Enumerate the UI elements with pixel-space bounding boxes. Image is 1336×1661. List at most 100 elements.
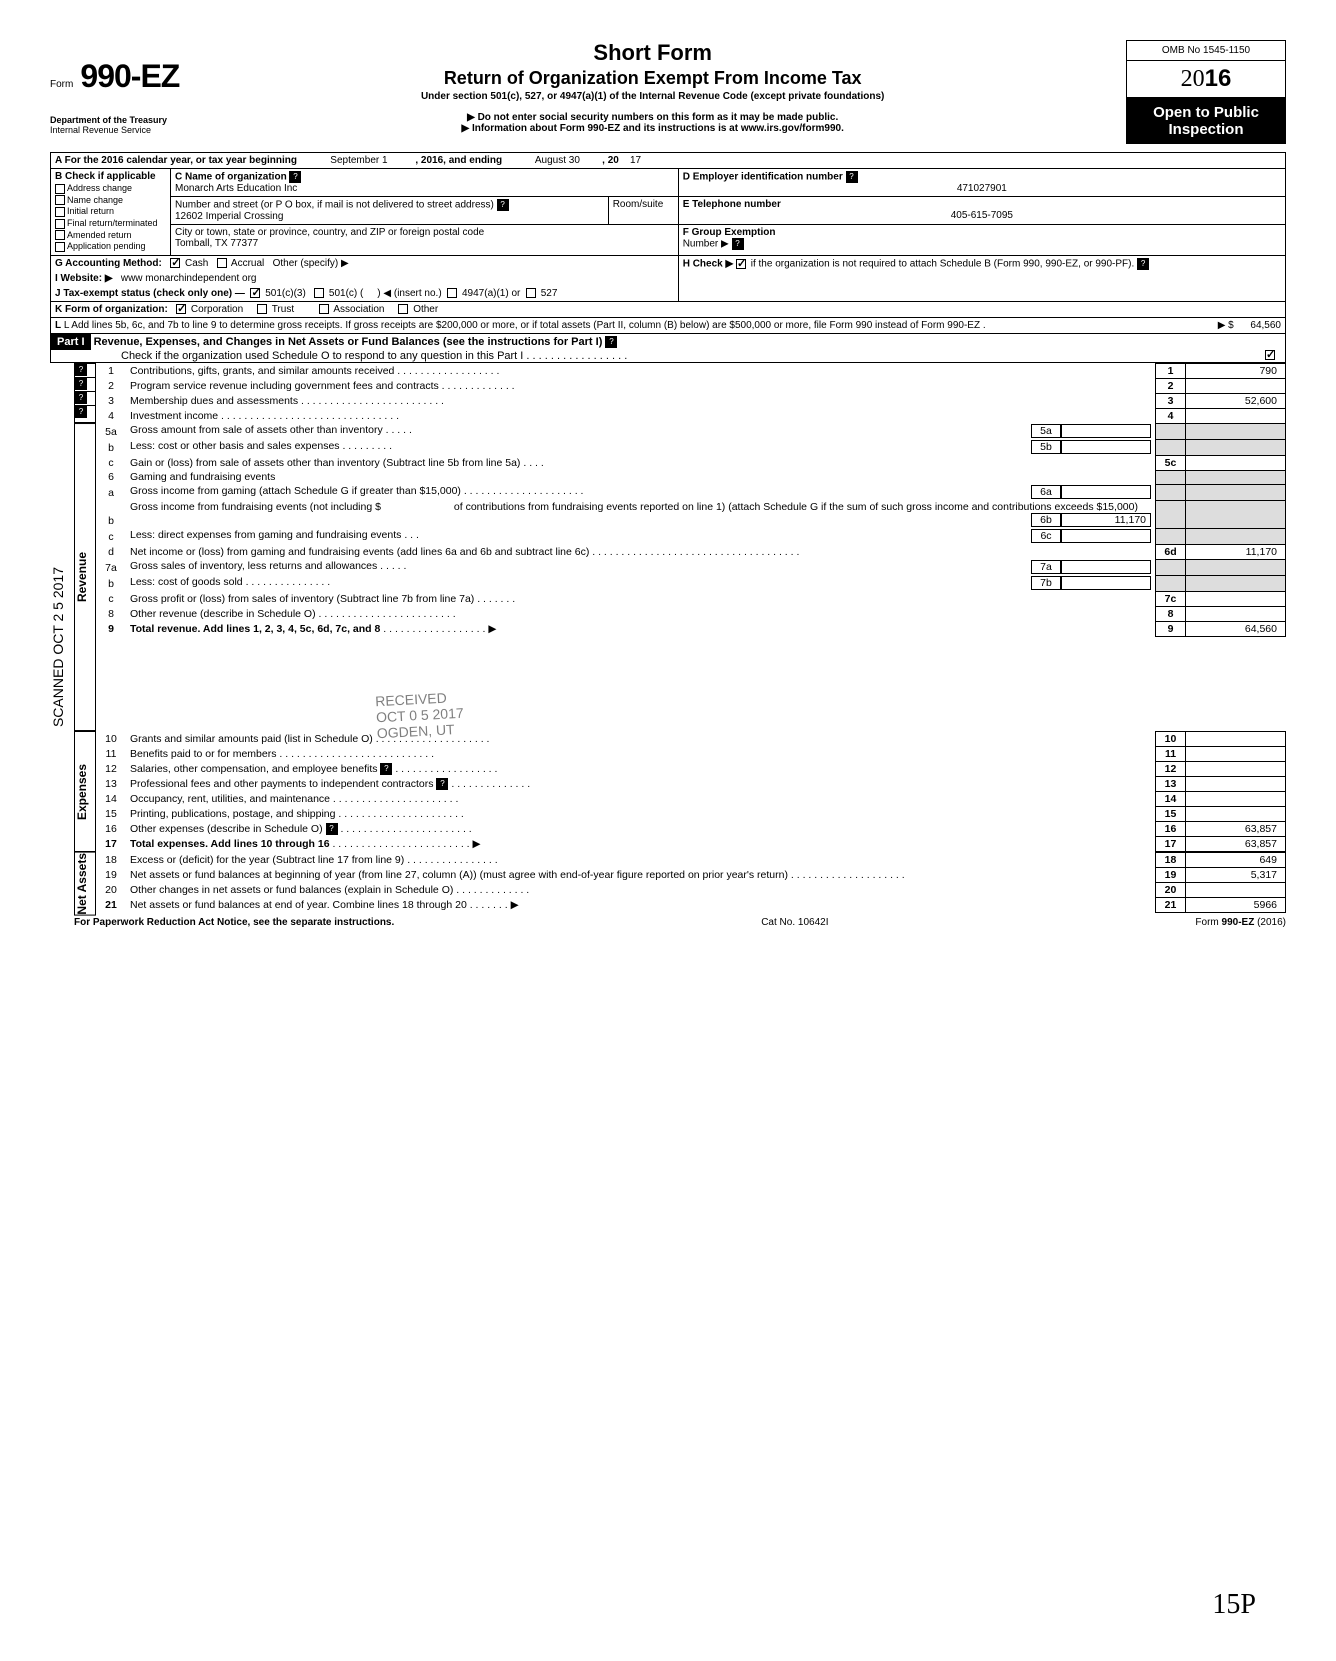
k-other: Other (413, 304, 438, 315)
help-icon[interactable]: ? (732, 238, 744, 250)
help-icon[interactable]: ? (75, 364, 87, 376)
g-other: Other (specify) ▶ (273, 258, 349, 269)
help-icon[interactable]: ? (75, 378, 87, 390)
line-19-text: Net assets or fund balances at beginning… (130, 869, 788, 881)
checkbox-trust[interactable] (257, 304, 267, 314)
ein: 471027901 (683, 183, 1281, 194)
checkbox-pending[interactable] (55, 242, 65, 252)
checkbox-final-return[interactable] (55, 219, 65, 229)
checkbox-501c[interactable] (314, 288, 324, 298)
help-icon[interactable]: ? (497, 199, 509, 211)
line-4-value (1186, 408, 1286, 423)
line-17-value: 63,857 (1186, 836, 1286, 851)
line-14-text: Occupancy, rent, utilities, and maintena… (130, 793, 330, 805)
line-3-value: 52,600 (1186, 393, 1286, 408)
j-527: 527 (541, 288, 558, 299)
i-label: I Website: ▶ (55, 273, 113, 284)
line-15-text: Printing, publications, postage, and shi… (130, 808, 335, 820)
line-6b-text2: of contributions from fundraising events… (454, 501, 1138, 513)
checkbox-h[interactable] (736, 259, 746, 269)
form-prefix: Form (50, 79, 73, 90)
d-label: D Employer identification number (683, 172, 843, 183)
line-13-text: Professional fees and other payments to … (130, 778, 434, 790)
part1-label: Part I (51, 334, 91, 350)
form-title: Short Form (199, 40, 1106, 66)
line-17-text: Total expenses. Add lines 10 through 16 (130, 838, 330, 850)
year-mid: , 2016, and ending (415, 155, 502, 166)
line-3-text: Membership dues and assessments (130, 395, 298, 407)
line-6a-text: Gross income from gaming (attach Schedul… (130, 485, 461, 497)
line-6b-minival: 11,170 (1061, 513, 1151, 527)
help-icon[interactable]: ? (605, 336, 617, 348)
k-trust: Trust (272, 304, 294, 315)
year-end-month: August 30 (535, 155, 580, 166)
handwritten-mark: 15P (1212, 1589, 1256, 1621)
b-item-2: Initial return (67, 206, 114, 216)
l-text: L Add lines 5b, 6c, and 7b to line 9 to … (64, 320, 986, 331)
phone: 405-615-7095 (683, 210, 1281, 221)
f-label2: Number ▶ (683, 239, 729, 250)
omb-number: OMB No 1545-1150 (1126, 40, 1286, 61)
part1-title: Revenue, Expenses, and Changes in Net As… (94, 336, 603, 348)
line-7b-text: Less: cost of goods sold (130, 576, 243, 588)
line-6-text: Gaming and fundraising events (130, 471, 275, 483)
line-7c-value (1186, 591, 1286, 606)
form-subtitle: Return of Organization Exempt From Incom… (199, 68, 1106, 89)
year-begin: September 1 (330, 155, 387, 166)
help-icon[interactable]: ? (75, 392, 87, 404)
help-icon[interactable]: ? (289, 171, 301, 183)
line-12-text: Salaries, other compensation, and employ… (130, 763, 377, 775)
help-icon[interactable]: ? (75, 406, 87, 418)
line-2-value (1186, 378, 1286, 393)
checkbox-cash[interactable] (170, 258, 180, 268)
checkbox-amended[interactable] (55, 230, 65, 240)
checkbox-assoc[interactable] (319, 304, 329, 314)
help-icon[interactable]: ? (436, 778, 448, 790)
line-8-text: Other revenue (describe in Schedule O) (130, 608, 316, 620)
b-label: B Check if applicable (55, 171, 166, 182)
line-1-text: Contributions, gifts, grants, and simila… (130, 365, 394, 377)
l-value: 64,560 (1250, 320, 1281, 331)
g-cash: Cash (185, 258, 208, 269)
website: www monarchindependent org (121, 273, 257, 284)
line-5a-text: Gross amount from sale of assets other t… (130, 424, 383, 436)
help-icon[interactable]: ? (380, 763, 392, 775)
tax-year: 2016 (1126, 61, 1286, 98)
j-label: J Tax-exempt status (check only one) — (55, 288, 245, 299)
line-10-value (1186, 731, 1286, 746)
h-label: H Check ▶ (683, 258, 733, 269)
line-5c-text: Gain or (loss) from sale of assets other… (130, 457, 520, 469)
checkbox-4947[interactable] (447, 288, 457, 298)
checkbox-other[interactable] (398, 304, 408, 314)
line-14-value (1186, 791, 1286, 806)
line-11-text: Benefits paid to or for members (130, 748, 276, 760)
checkbox-527[interactable] (526, 288, 536, 298)
checkbox-schedule-o[interactable] (1265, 350, 1275, 360)
b-item-3: Final return/terminated (67, 218, 158, 228)
line-2-text: Program service revenue including govern… (130, 380, 439, 392)
help-icon[interactable]: ? (326, 823, 338, 835)
help-icon[interactable]: ? (846, 171, 858, 183)
line-9-text: Total revenue. Add lines 1, 2, 3, 4, 5c,… (130, 623, 380, 635)
checkbox-corp[interactable] (176, 304, 186, 314)
g-accrual: Accrual (231, 258, 264, 269)
line-21-text: Net assets or fund balances at end of ye… (130, 899, 467, 911)
line-15-value (1186, 806, 1286, 821)
k-corp: Corporation (191, 304, 243, 315)
help-icon[interactable]: ? (1137, 258, 1149, 270)
checkbox-accrual[interactable] (217, 258, 227, 268)
line-13-value (1186, 776, 1286, 791)
line-16-text: Other expenses (describe in Schedule O) (130, 823, 323, 835)
checkbox-initial-return[interactable] (55, 207, 65, 217)
j-4947: 4947(a)(1) or (462, 288, 520, 299)
g-label: G Accounting Method: (55, 258, 162, 269)
line-7c-text: Gross profit or (loss) from sales of inv… (130, 593, 474, 605)
checkbox-name-change[interactable] (55, 195, 65, 205)
street-label: Number and street (or P O box, if mail i… (175, 200, 494, 211)
line-11-value (1186, 746, 1286, 761)
checkbox-501c3[interactable] (250, 288, 260, 298)
checkbox-address-change[interactable] (55, 184, 65, 194)
b-item-4: Amended return (67, 230, 132, 240)
line-19-value: 5,317 (1186, 867, 1286, 882)
j-501c: 501(c) ( (329, 288, 363, 299)
